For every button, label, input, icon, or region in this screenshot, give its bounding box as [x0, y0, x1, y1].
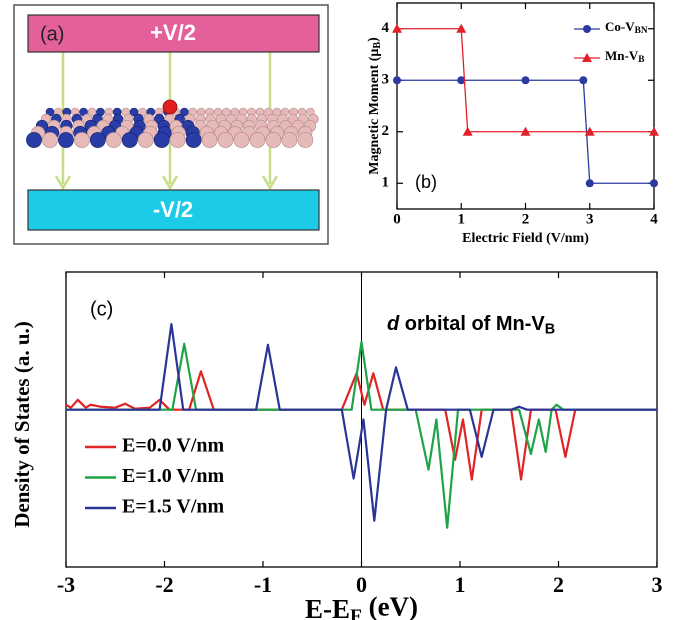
annotation-part: B	[545, 321, 555, 337]
bottom-voltage: -V/2	[153, 197, 193, 222]
x-tick-label: 1	[455, 572, 466, 597]
lattice	[26, 99, 319, 148]
panel-label: (b)	[415, 172, 437, 192]
top-voltage: +V/2	[150, 20, 196, 45]
arrow-head	[161, 175, 179, 191]
atom	[121, 132, 138, 148]
series-line	[66, 323, 657, 522]
x-tick-label: -2	[155, 572, 173, 597]
y-tick-label: 2	[382, 123, 390, 139]
y-axis-label-part: Density of States (a. u.)	[10, 321, 34, 527]
atom	[180, 107, 189, 117]
atom	[129, 107, 139, 117]
legend-label: Co-VBN	[605, 19, 648, 36]
x-tick-label: -3	[57, 572, 75, 597]
atom	[281, 132, 298, 148]
atom	[105, 132, 122, 148]
x-tick-label: 4	[650, 211, 658, 227]
marker	[457, 76, 466, 85]
x-tick-label: 3	[586, 211, 594, 227]
series-line	[65, 370, 657, 481]
y-axis-label-part: Magnetic Moment (μ	[367, 49, 382, 175]
y-axis-label: Magnetic Moment (μB)	[366, 37, 383, 175]
panel-label: (c)	[90, 298, 113, 320]
marker	[462, 126, 473, 136]
atom	[222, 107, 231, 117]
y-tick-label: 1	[382, 175, 390, 191]
atom	[58, 132, 74, 148]
legend-label-part: BN	[635, 26, 648, 36]
x-axis-label-part: Electric Field (V/nm)	[462, 231, 589, 246]
annotation-part: d	[387, 313, 400, 335]
series-line	[397, 79, 654, 184]
panel-label: (a)	[40, 23, 64, 45]
marker	[392, 23, 402, 33]
x-axis-label-part: (eV)	[362, 592, 418, 620]
legend-label-part: Mn-V	[605, 48, 639, 63]
atom	[233, 132, 250, 148]
x-tick-label: 1	[458, 211, 466, 227]
legend-marker	[582, 53, 592, 62]
top-electrode	[27, 14, 320, 53]
x-tick-label: 2	[522, 211, 530, 227]
x-tick-label: 0	[356, 572, 367, 597]
x-axis-label-part: E-E	[305, 594, 350, 620]
annotation: d orbital of Mn-VB	[387, 313, 555, 337]
atom	[73, 132, 90, 148]
y-axis-label-part: B	[372, 42, 383, 49]
atom	[297, 132, 314, 148]
marker	[456, 23, 467, 33]
legend-label-part: Co-V	[605, 19, 635, 34]
atom	[26, 132, 42, 148]
atom	[137, 132, 154, 148]
atom	[169, 132, 186, 148]
x-tick-label: 3	[652, 572, 663, 597]
atom	[249, 132, 266, 148]
marker	[585, 179, 594, 188]
atom	[42, 132, 58, 148]
marker	[649, 126, 659, 136]
legend-label: Mn-VB	[605, 48, 644, 65]
x-tick-label: 0	[393, 211, 401, 227]
x-tick-label: 2	[553, 572, 564, 597]
x-axis-label: Electric Field (V/nm)	[462, 231, 589, 246]
x-tick-label: -1	[254, 572, 272, 597]
y-axis-label: Density of States (a. u.)	[10, 321, 34, 527]
atom	[272, 107, 282, 117]
marker	[520, 126, 531, 136]
marker	[521, 76, 530, 85]
legend-label: E=1.5 V/nm	[122, 496, 224, 518]
marker	[393, 76, 401, 85]
dopant-atom	[162, 99, 178, 115]
y-axis-label-part: )	[366, 37, 381, 42]
legend-label: E=0.0 V/nm	[122, 435, 224, 457]
y-tick-label: 3	[382, 72, 390, 88]
legend-label: E=1.0 V/nm	[122, 465, 224, 487]
series-line	[397, 28, 654, 133]
arrow-head	[54, 175, 72, 191]
annotation-part: orbital of Mn-V	[399, 313, 545, 335]
marker	[584, 126, 595, 136]
atom	[201, 132, 218, 148]
atom	[185, 132, 202, 148]
marker	[579, 76, 588, 85]
y-tick-label: 4	[382, 20, 390, 36]
atom	[89, 132, 106, 148]
arrow-head	[261, 175, 279, 191]
marker	[650, 179, 658, 188]
atom	[217, 132, 234, 148]
legend-label-part: B	[638, 55, 644, 65]
x-axis-label-part: F	[350, 606, 362, 620]
x-axis-label: E-EF (eV)	[305, 592, 418, 620]
atom	[153, 132, 170, 148]
atom	[87, 107, 97, 117]
atom	[265, 132, 282, 148]
bottom-electrode	[27, 189, 320, 231]
legend-marker	[583, 25, 591, 33]
